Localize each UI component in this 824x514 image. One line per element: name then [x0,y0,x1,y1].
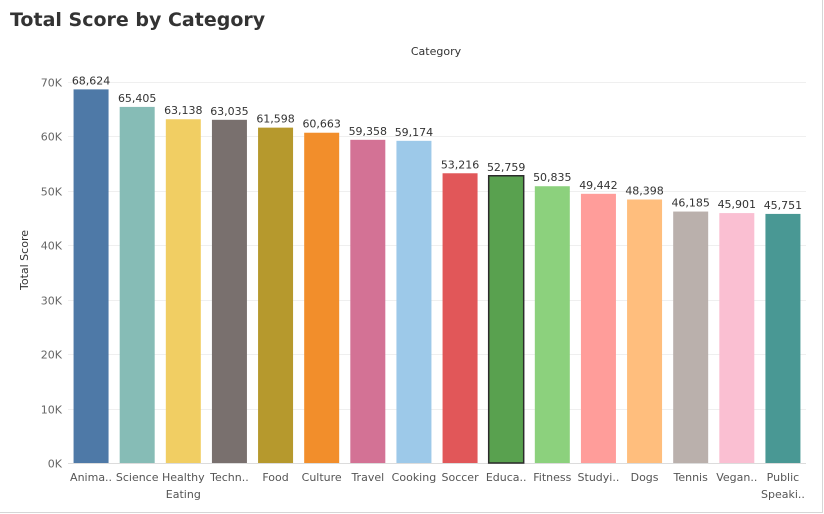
y-tick-label: 30K [41,295,63,308]
y-tick-label: 20K [41,349,63,362]
x-tick-label: Travel [350,471,384,484]
data-label: 65,405 [118,92,157,105]
x-tick-label: Tennis [673,471,709,484]
bar[interactable] [304,132,340,463]
bar[interactable] [211,119,247,463]
y-tick-label: 0K [48,458,63,471]
chart-title: Total Score by Category [10,9,266,31]
bar[interactable] [719,213,755,463]
x-tick-label: Studyi.. [578,471,620,484]
data-label: 63,035 [210,105,249,118]
x-tick-label: Anima.. [70,471,112,484]
y-tick-label: 40K [41,240,63,253]
bar[interactable] [73,89,109,464]
data-label: 59,358 [349,125,388,138]
data-labels: 68,624 65,405 63,138 63,035 61,598 60,663 59,3… [72,74,802,212]
data-label: 63,138 [164,104,203,117]
bar[interactable] [396,140,432,463]
y-tick-label: 10K [41,404,63,417]
data-label: 46,185 [671,197,710,210]
bar[interactable] [534,186,570,463]
x-tick-label: Cooking [392,471,437,484]
x-tick-label: Science [116,471,159,484]
x-tick-label: Techn.. [209,471,249,484]
x-tick-label: Fitness [533,471,571,484]
y-tick-label: 50K [41,186,63,199]
x-tick-label: Public Speaki.. [761,471,805,501]
y-axis-title: Total Score [18,230,31,291]
bar[interactable] [765,213,801,463]
data-label: 50,835 [533,171,572,184]
y-tick-label: 60K [41,131,63,144]
bar[interactable] [627,199,663,464]
bar[interactable] [442,173,478,464]
bar[interactable] [673,211,709,463]
data-label: 52,759 [487,161,526,174]
x-tick-label: Culture [302,471,342,484]
y-tick-label: 70K [41,77,63,90]
x-tick-label: Vegan.. [716,471,757,484]
data-label: 53,216 [441,158,480,171]
x-tick-label: Soccer [442,471,480,484]
x-axis-title: Category [411,45,462,58]
category-labels: Anima.. Science Healthy Eating Techn.. Food Cu… [70,471,805,501]
data-label: 45,751 [764,199,803,212]
y-axis-ticks: 0K 10K 20K 30K 40K 50K 60K 70K [41,77,63,471]
data-label: 61,598 [256,113,295,126]
data-label: 49,442 [579,179,618,192]
bar[interactable] [580,193,616,463]
data-label: 48,398 [625,184,664,197]
bar[interactable] [258,127,294,463]
bar[interactable] [350,139,386,463]
x-tick-label: Food [262,471,288,484]
data-label: 59,174 [395,126,434,139]
x-tick-label: Dogs [631,471,659,484]
data-label: 60,663 [302,118,341,131]
bar[interactable] [119,106,155,463]
x-tick-label: Educa.. [486,471,527,484]
bars [73,89,801,464]
data-label: 45,901 [718,198,757,211]
bar[interactable] [487,175,525,464]
bar[interactable] [165,119,201,464]
data-label: 68,624 [72,74,111,87]
x-tick-label: Healthy Eating [162,471,205,501]
